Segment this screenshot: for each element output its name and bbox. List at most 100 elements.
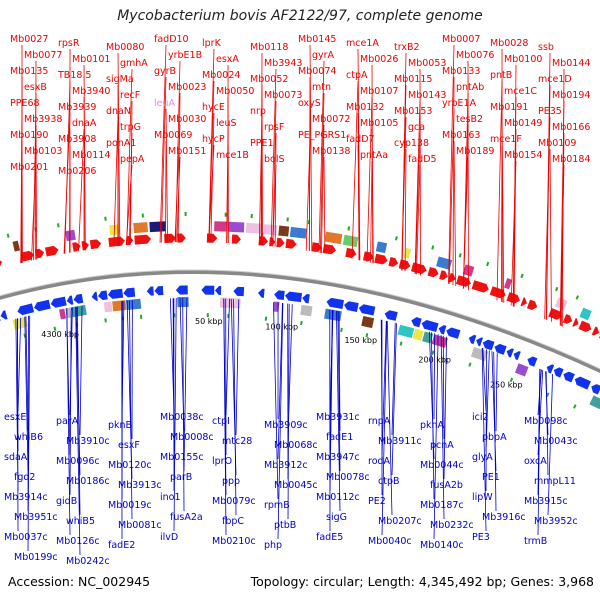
reverse-gene-arrow — [154, 286, 164, 296]
forward-gene-label: Mb0151 — [168, 146, 206, 157]
forward-gene-label: Mb0077 — [24, 50, 62, 61]
forward-gene-leader — [113, 116, 119, 247]
reverse-gene-label: Mb3912c — [264, 460, 308, 471]
forward-gene-label: ssb — [538, 42, 554, 53]
forward-gene-arrow — [471, 280, 489, 293]
forward-gene-leader — [453, 140, 457, 287]
reverse-gene-leader — [277, 303, 283, 460]
forward-gene-label: pepA — [120, 154, 145, 165]
reverse-gene-label: Mb0038c — [160, 412, 204, 423]
feature-block — [214, 221, 227, 232]
forward-gene-label: Mb0138 — [312, 146, 350, 157]
forward-gene-leader — [370, 160, 373, 263]
reverse-gene-leader — [66, 308, 71, 536]
reverse-gene-label: php — [264, 540, 282, 551]
feature-tick — [365, 333, 369, 338]
reverse-gene-label: esxF — [118, 440, 140, 451]
reverse-gene-leader — [337, 310, 341, 472]
forward-gene-leader — [319, 92, 325, 253]
forward-gene-label: Mb0007 — [442, 34, 480, 45]
reverse-gene-arrow — [506, 348, 514, 358]
forward-gene-arrow — [578, 320, 592, 333]
forward-gene-leader — [544, 116, 551, 319]
reverse-gene-arrow — [494, 343, 507, 355]
forward-gene-label: dnaN — [106, 106, 131, 117]
forward-gene-leader — [549, 148, 552, 322]
forward-gene-leader — [78, 128, 85, 252]
reverse-gene-label: PE2 — [368, 496, 386, 507]
reverse-gene-label: esxE — [4, 412, 26, 423]
forward-gene-leader — [308, 108, 311, 252]
reverse-gene-leader — [79, 305, 83, 436]
forward-gene-label: Mb3943 — [264, 58, 302, 69]
reverse-gene-label: Mb0040c — [368, 536, 412, 547]
forward-gene-label: Mb0206 — [58, 166, 96, 177]
reverse-gene-label: Mb3915c — [524, 496, 568, 507]
reverse-gene-arrow — [446, 327, 461, 339]
reverse-gene-leader — [431, 332, 435, 500]
forward-gene-arrow — [388, 256, 399, 267]
feature-tick — [575, 295, 579, 300]
feature-tick — [573, 404, 577, 409]
forward-gene-arrow — [448, 272, 456, 283]
feature-tick — [399, 341, 403, 346]
forward-gene-label: Mb0027 — [10, 34, 48, 45]
reverse-gene-leader — [277, 303, 284, 540]
reverse-gene-label: Mb3909c — [264, 420, 308, 431]
map-title: Mycobacterium bovis AF2122/97, complete … — [117, 8, 483, 24]
reverse-gene-label: rodA — [368, 456, 391, 467]
forward-gene-arrow — [72, 242, 81, 252]
reverse-gene-label: Mb0068c — [274, 440, 318, 451]
feature-block — [289, 226, 307, 239]
reverse-gene-label: Mb0043c — [534, 436, 578, 447]
forward-gene-leader — [546, 84, 551, 320]
forward-gene-label: ponA1 — [106, 138, 136, 149]
forward-gene-leader — [159, 44, 167, 243]
reverse-gene-arrow — [527, 356, 538, 367]
forward-gene-label: Mb0028 — [490, 38, 528, 49]
forward-gene-label: dnaA — [72, 118, 97, 129]
reverse-gene-arrow — [384, 310, 398, 321]
forward-gene-label: Mb0101 — [72, 54, 110, 65]
forward-gene-label: Mb0072 — [312, 114, 350, 125]
reverse-gene-label: fusA2b — [430, 480, 463, 491]
accession-text: Accession: NC_002945 — [8, 574, 151, 589]
feature-tick — [56, 223, 60, 228]
forward-gene-leader — [208, 144, 215, 243]
forward-gene-leader — [462, 156, 469, 289]
feature-band — [0, 212, 600, 410]
forward-gene-label: fadD5 — [408, 154, 437, 165]
forward-gene-label: Mb0118 — [250, 42, 288, 53]
forward-gene-arrow — [258, 236, 269, 246]
feature-block — [422, 331, 434, 344]
genome-backbone-highlight — [0, 269, 600, 370]
reverse-gene-label: Mb0079c — [212, 496, 256, 507]
feature-block — [245, 222, 263, 234]
reverse-gene-label: Mb0155c — [160, 452, 204, 463]
reverse-gene-leader — [381, 320, 388, 536]
reverse-gene-label: Mb0096c — [56, 456, 100, 467]
reverse-gene-label: Mb3913c — [118, 480, 162, 491]
forward-gene-label: Mb0191 — [490, 102, 528, 113]
feature-block — [361, 315, 375, 329]
feature-block — [397, 324, 415, 339]
reverse-gene-label: Mb0081c — [118, 520, 162, 531]
forward-gene-label: Mb0023 — [168, 82, 206, 93]
reverse-gene-leader — [17, 318, 19, 532]
reverse-gene-leader — [537, 369, 541, 536]
forward-gene-leader — [258, 116, 263, 245]
forward-gene-leader — [35, 124, 38, 260]
forward-gene-leader — [414, 100, 421, 274]
forward-gene-label: trxB2 — [394, 42, 420, 53]
feature-tick — [340, 327, 343, 332]
reverse-gene-arrow — [326, 297, 344, 309]
reverse-gene-label: fbpC — [222, 516, 244, 527]
reverse-gene-arrow — [123, 287, 136, 298]
forward-gene-label: trpG — [120, 122, 141, 133]
forward-gene-label: Mb0026 — [360, 54, 398, 65]
reverse-gene-label: fusA2a — [170, 512, 203, 523]
reverse-gene-leader — [24, 316, 29, 472]
forward-gene-leader — [83, 96, 86, 251]
forward-gene-label: Mb0115 — [394, 74, 432, 85]
